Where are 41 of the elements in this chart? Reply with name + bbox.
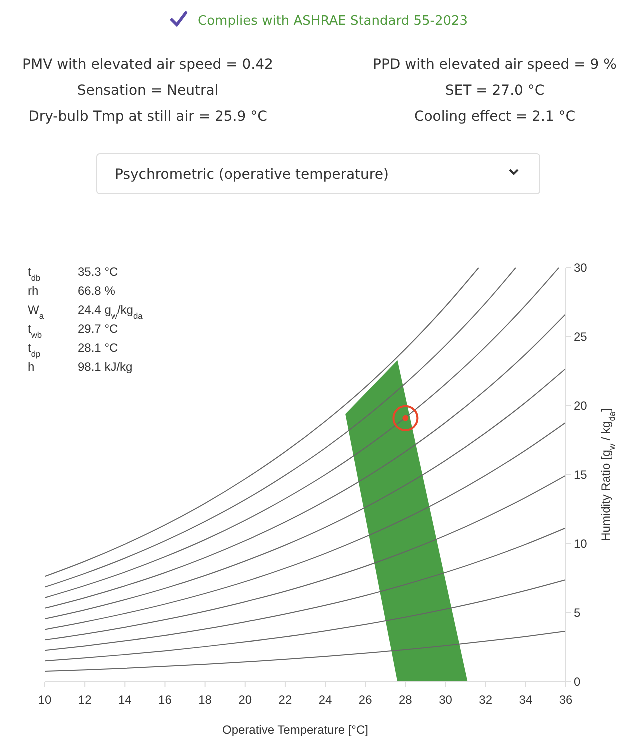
text: Cooling effect = 2.1 °C [414,109,576,125]
x-axis-title: Operative Temperature [°C] [222,723,368,737]
text: PMV with elevated air speed = 0.42 [22,57,274,73]
text: W$_{a}$ 24.4 g$_{w}$/kg$_{da}$ [28,303,143,321]
text: PPD with elevated air speed = 9 % [373,57,617,73]
text: t$_{wb}$ 29.7 °C [28,322,118,340]
y-tick-label: 20 [574,399,588,413]
x-tick-label: 32 [479,693,493,707]
chart-title: Complies with ASHRAE Standard 55-2023 [198,14,468,29]
line-series [45,422,566,630]
line-series [45,475,566,641]
text: Dry-bulb Tmp at still air = 25.9 °C [28,109,268,125]
line-series [45,528,566,652]
x-tick-label: 16 [158,693,172,707]
x-tick-label: 20 [238,693,252,707]
text: SET = 27.0 °C [445,83,545,99]
x-tick-label: 36 [559,693,573,707]
x-tick-label: 28 [399,693,413,707]
text: t$_{dp}$ 28.1 °C [28,341,118,359]
y-tick-label: 30 [574,261,588,275]
text: Sensation = Neutral [77,83,219,99]
text: rh 66.8 % [28,284,116,298]
y-tick-label: 15 [574,468,588,482]
x-tick-label: 24 [318,693,333,707]
y-tick-label: 10 [574,537,588,551]
y-tick-label: 25 [574,330,588,344]
dropdown-field: Psychrometric (operative temperature) [96,154,540,194]
x-tick-label: 26 [358,693,373,707]
x-tick-label: 30 [439,693,453,707]
line-series [45,580,566,662]
x-tick-label: 10 [38,693,52,707]
y-tick-label: 5 [574,606,581,620]
line-series [45,630,566,672]
x-tick-label: 34 [519,693,533,707]
x-tick-label: 18 [198,693,212,707]
x-tick-label: 14 [118,693,132,707]
x-tick-label: 22 [278,693,292,707]
text: h 98.1 kJ/kg [28,360,133,374]
x-tick-label: 12 [78,693,92,707]
text: t$_{db}$ 35.3 °C [28,265,118,283]
y-tick-label: 0 [574,675,581,689]
